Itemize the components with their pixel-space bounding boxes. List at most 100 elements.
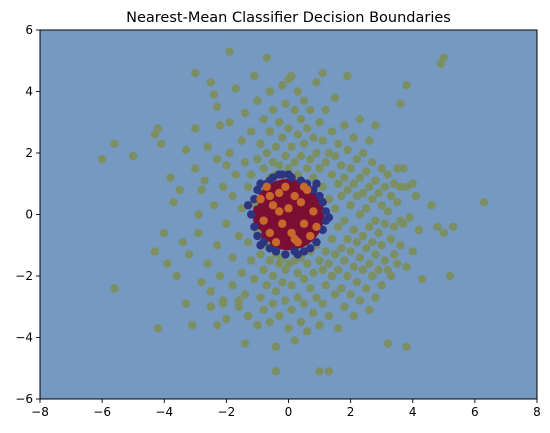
data-point-s0-289 xyxy=(396,99,405,109)
data-point-s0-8 xyxy=(156,139,166,148)
data-point-s0-271 xyxy=(402,182,411,192)
y-tick-label: −4 xyxy=(15,331,33,345)
data-point-s1-27 xyxy=(274,170,284,179)
data-point-s0-175 xyxy=(327,127,337,136)
data-point-s0-141 xyxy=(302,164,312,173)
data-point-s0-207 xyxy=(349,133,358,142)
data-point-s0-124 xyxy=(290,158,299,167)
data-point-s0-42 xyxy=(222,161,231,170)
data-point-s0-209 xyxy=(349,225,358,235)
data-point-s0-155 xyxy=(312,293,321,302)
data-point-s1-19 xyxy=(312,237,321,247)
data-point-s1-26 xyxy=(293,250,303,259)
data-point-s0-242 xyxy=(371,293,380,302)
data-point-s0-116 xyxy=(284,164,293,173)
data-point-s0-276 xyxy=(408,247,417,256)
data-point-s0-137 xyxy=(299,139,309,148)
data-point-s0-53 xyxy=(234,231,243,241)
data-point-s0-44 xyxy=(222,314,231,324)
data-point-s0-24 xyxy=(194,228,203,238)
x-tick-label: 2 xyxy=(347,405,355,419)
data-point-s0-281 xyxy=(433,222,442,231)
data-point-s2-14 xyxy=(299,219,309,228)
data-point-s0-275 xyxy=(408,179,417,188)
data-point-s0-32 xyxy=(206,302,216,311)
data-point-s0-248 xyxy=(377,241,386,250)
x-tick-label: 8 xyxy=(533,405,541,419)
data-point-s0-250 xyxy=(380,182,389,192)
y-tick-label: −2 xyxy=(15,269,33,283)
data-point-s0-236 xyxy=(368,237,377,247)
data-point-s0-184 xyxy=(334,139,343,148)
data-point-s2-21 xyxy=(274,207,284,216)
data-point-s0-121 xyxy=(287,281,296,290)
data-point-s2-22 xyxy=(299,182,309,192)
data-point-s0-142 xyxy=(302,259,312,268)
data-point-s0-225 xyxy=(361,167,371,176)
data-point-s0-157 xyxy=(315,164,324,173)
data-point-s0-67 xyxy=(247,256,256,265)
data-point-s0-27 xyxy=(200,176,209,185)
data-point-s0-100 xyxy=(271,342,281,351)
data-point-s0-23 xyxy=(194,210,203,219)
data-point-s0-235 xyxy=(368,194,377,204)
data-point-s0-256 xyxy=(383,339,393,348)
data-point-s0-218 xyxy=(355,210,365,219)
data-point-s2-20 xyxy=(290,234,299,244)
data-point-s0-268 xyxy=(396,241,405,250)
data-point-s0-71 xyxy=(253,96,262,105)
data-point-s0-171 xyxy=(324,194,334,204)
data-point-s0-223 xyxy=(358,231,368,241)
data-point-s0-57 xyxy=(237,268,247,278)
data-point-s0-5 xyxy=(153,124,163,133)
data-point-s1-11 xyxy=(281,250,290,259)
data-point-s0-70 xyxy=(250,274,259,284)
data-point-s0-30 xyxy=(206,78,216,87)
data-point-s0-36 xyxy=(212,154,222,164)
data-point-s0-113 xyxy=(281,296,290,305)
data-point-s0-217 xyxy=(355,173,365,182)
data-point-s0-151 xyxy=(309,308,318,318)
data-point-s0-37 xyxy=(212,241,222,250)
data-point-s2-3 xyxy=(265,228,275,238)
data-point-s0-226 xyxy=(361,204,371,213)
chart-title: Nearest-Mean Classifier Decision Boundar… xyxy=(126,10,451,26)
x-tick-label: 0 xyxy=(285,405,293,419)
data-point-s0-272 xyxy=(402,262,411,271)
data-point-s0-105 xyxy=(278,81,287,90)
data-point-s0-159 xyxy=(315,321,324,330)
data-point-s0-126 xyxy=(290,336,299,345)
data-point-s0-65 xyxy=(247,127,256,136)
data-point-s0-261 xyxy=(389,222,399,231)
data-point-s0-167 xyxy=(321,158,330,167)
data-point-s0-47 xyxy=(225,148,234,158)
data-point-s0-18 xyxy=(184,250,194,259)
data-point-s0-213 xyxy=(352,191,362,201)
data-point-s2-0 xyxy=(256,194,265,204)
data-point-s0-144 xyxy=(306,105,315,115)
data-point-s0-109 xyxy=(278,277,287,287)
data-point-s0-110 xyxy=(281,99,290,109)
data-point-s0-21 xyxy=(191,124,200,133)
data-point-s0-215 xyxy=(352,277,362,287)
data-point-s0-166 xyxy=(321,105,330,115)
data-point-s0-11 xyxy=(166,173,175,182)
data-point-s0-132 xyxy=(296,114,306,124)
data-point-s0-187 xyxy=(334,265,343,275)
data-point-s0-19 xyxy=(188,321,197,330)
x-tick-label: 6 xyxy=(471,405,479,419)
x-tick-label: 4 xyxy=(409,405,417,419)
data-point-s2-2 xyxy=(262,182,271,192)
y-tick-label: 2 xyxy=(25,146,33,160)
data-point-s0-10 xyxy=(163,259,172,268)
data-point-s0-262 xyxy=(389,250,399,259)
x-tick-label: −2 xyxy=(218,405,236,419)
data-point-s1-25 xyxy=(253,231,262,241)
data-point-s0-269 xyxy=(399,164,408,173)
y-tick-label: 4 xyxy=(25,85,33,99)
data-point-s1-32 xyxy=(256,241,265,250)
data-point-s0-31 xyxy=(206,287,216,296)
data-point-s2-1 xyxy=(259,216,268,225)
data-point-s2-5 xyxy=(271,237,281,247)
data-point-s0-287 xyxy=(479,198,489,207)
